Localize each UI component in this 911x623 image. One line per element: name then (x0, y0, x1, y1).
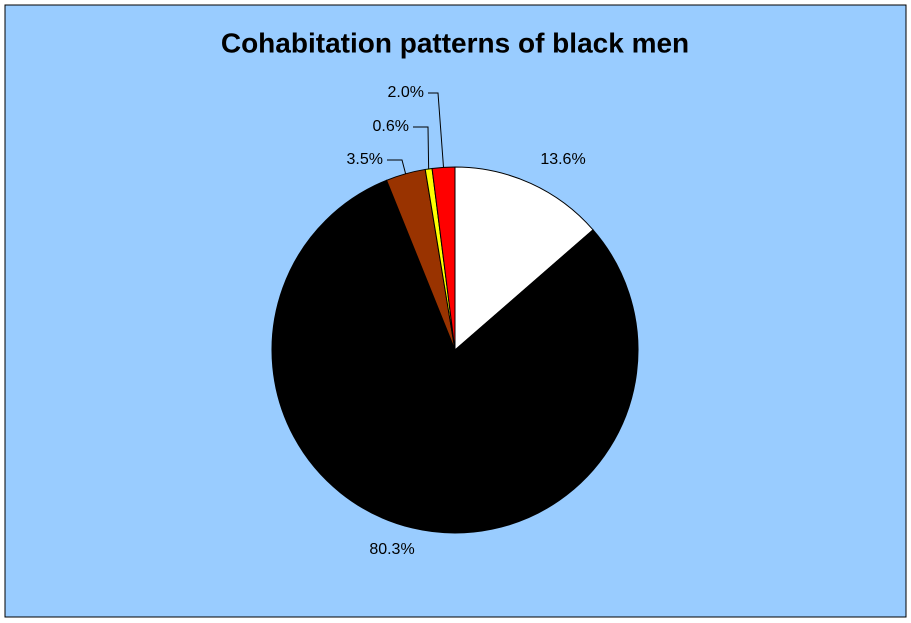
leader-line (387, 159, 407, 174)
data-label: 2.0% (388, 84, 424, 101)
leader-line (428, 92, 445, 168)
chart-title: Cohabitation patterns of black men (221, 27, 689, 58)
data-label: 0.6% (373, 118, 409, 135)
leader-line (413, 126, 430, 169)
data-label: 3.5% (347, 151, 383, 168)
data-label: 80.3% (369, 541, 414, 558)
data-label: 13.6% (540, 151, 585, 168)
pie-slice (271, 179, 639, 534)
pie-slice (454, 166, 594, 352)
